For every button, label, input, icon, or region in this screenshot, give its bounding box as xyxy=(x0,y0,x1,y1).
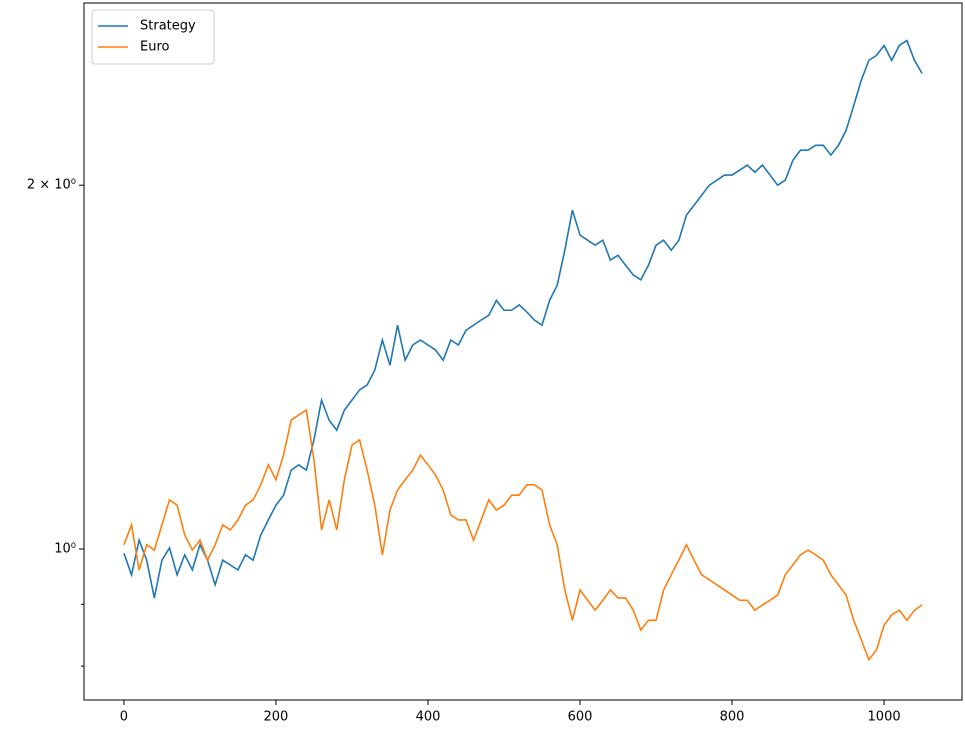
legend-label: Euro xyxy=(140,40,170,55)
x-tick-label: 0 xyxy=(120,710,128,725)
legend-label: Strategy xyxy=(140,19,196,34)
series-line xyxy=(123,408,923,662)
y-tick-label: 2 × 10⁰ xyxy=(27,178,76,193)
x-tick-label: 800 xyxy=(720,710,745,725)
x-tick-label: 600 xyxy=(568,710,593,725)
series-line xyxy=(123,39,923,599)
x-tick-label: 1000 xyxy=(868,710,901,725)
legend-box xyxy=(91,9,215,65)
x-tick-label: 200 xyxy=(264,710,289,725)
y-tick-label: 10⁰ xyxy=(54,542,76,557)
plot-frame xyxy=(83,2,963,701)
x-tick-label: 400 xyxy=(416,710,441,725)
